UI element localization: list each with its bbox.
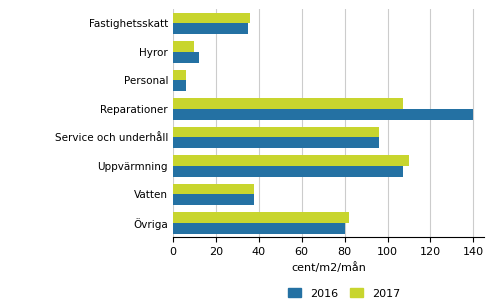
X-axis label: cent/m2/mån: cent/m2/mån [291,262,366,273]
Bar [173,41,194,52]
Bar [173,23,248,34]
Bar [173,212,349,223]
Bar [173,126,379,137]
Bar [173,98,403,109]
Legend: 2016, 2017: 2016, 2017 [288,288,400,299]
Bar [173,70,186,80]
Bar [173,155,409,166]
Bar [173,80,186,91]
Bar [173,184,254,194]
Bar [173,166,403,177]
Bar [173,137,379,148]
Bar [173,52,199,63]
Bar [173,194,254,205]
Bar [173,109,473,120]
Bar [173,12,250,23]
Bar [173,223,345,234]
